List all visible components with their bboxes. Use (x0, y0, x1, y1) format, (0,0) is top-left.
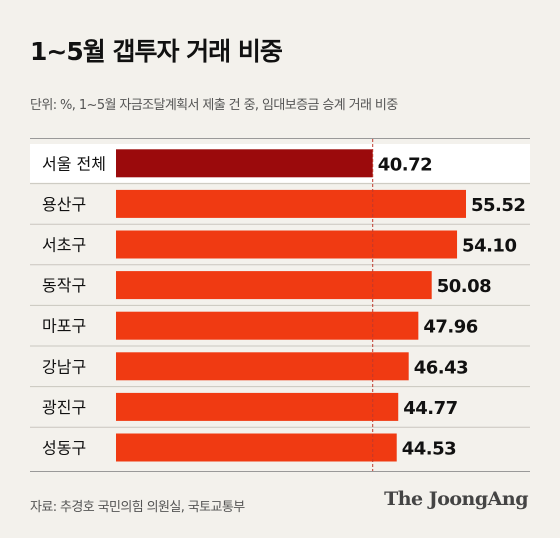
bar (116, 230, 458, 259)
value-label: 40.72 (378, 154, 432, 175)
value-label: 47.96 (423, 317, 477, 338)
chart-title: 1~5월 갭투자 거래 비중 (30, 37, 283, 66)
category-label: 서울 전체 (42, 154, 106, 173)
category-label: 성동구 (42, 439, 86, 458)
brand-logo: The JoongAng (384, 488, 528, 510)
category-label: 용산구 (42, 195, 86, 214)
category-label: 동작구 (42, 276, 86, 295)
category-label: 강남구 (42, 357, 86, 376)
value-label: 55.52 (471, 195, 525, 216)
value-label: 50.08 (437, 276, 491, 297)
bar (116, 392, 399, 421)
bar (116, 189, 466, 218)
bar (116, 271, 432, 300)
category-label: 마포구 (42, 317, 86, 336)
value-label: 46.43 (414, 357, 468, 378)
bar (116, 352, 409, 381)
source-note: 자료: 추경호 국민의힘 의원실, 국토교통부 (30, 500, 245, 515)
chart-subtitle: 단위: %, 1~5월 자금조달계획서 제출 건 중, 임대보증금 승계 거래 … (30, 98, 398, 113)
bar (116, 311, 419, 340)
bar (116, 433, 397, 462)
value-label: 54.10 (462, 236, 516, 257)
category-label: 광진구 (42, 398, 86, 417)
value-label: 44.77 (403, 398, 457, 419)
bar (116, 149, 373, 178)
top-rule (30, 138, 530, 139)
category-label: 서초구 (42, 236, 86, 255)
value-label: 44.53 (402, 439, 456, 460)
bottom-rule (30, 471, 530, 472)
